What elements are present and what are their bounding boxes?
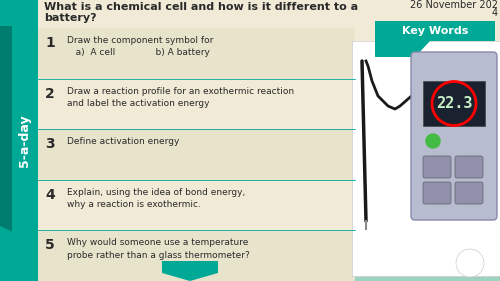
Text: Explain, using the idea of bond energy,
why a reaction is exothermic.: Explain, using the idea of bond energy, …	[67, 188, 245, 209]
Text: 22.3: 22.3	[436, 96, 472, 111]
Polygon shape	[162, 261, 218, 281]
Text: 5: 5	[45, 238, 55, 252]
Polygon shape	[355, 243, 500, 281]
Circle shape	[456, 249, 484, 277]
Text: 3: 3	[45, 137, 54, 151]
Text: 5-a-day: 5-a-day	[18, 115, 32, 167]
Bar	[375, 21, 495, 41]
Bar	[38, 28, 355, 79]
Bar	[352, 41, 500, 276]
Bar	[12, 0, 38, 281]
Text: 2: 2	[45, 87, 55, 101]
Bar	[38, 230, 355, 281]
Text: Draw a reaction profile for an exothermic reaction
and label the activation ener: Draw a reaction profile for an exothermi…	[67, 87, 294, 108]
FancyBboxPatch shape	[423, 182, 451, 204]
Bar	[0, 0, 38, 26]
Bar	[38, 0, 500, 28]
Text: 26 November 202: 26 November 202	[410, 0, 498, 10]
Text: 1: 1	[45, 36, 55, 50]
Bar	[38, 79, 355, 129]
Text: Draw the component symbol for
   a)  A cell              b) A battery: Draw the component symbol for a) A cell …	[67, 36, 214, 57]
Text: Why would someone use a temperature
probe rather than a glass thermometer?: Why would someone use a temperature prob…	[67, 238, 250, 260]
Text: battery?: battery?	[44, 13, 96, 23]
Bar	[0, 0, 12, 281]
Bar	[423, 81, 485, 126]
Text: What is a chemical cell and how is it different to a: What is a chemical cell and how is it di…	[44, 2, 358, 12]
Circle shape	[426, 134, 440, 148]
Text: 4: 4	[45, 188, 55, 202]
FancyBboxPatch shape	[455, 156, 483, 178]
Text: Define activation energy: Define activation energy	[67, 137, 180, 146]
Text: Key Words: Key Words	[402, 26, 468, 36]
FancyBboxPatch shape	[455, 182, 483, 204]
Polygon shape	[0, 226, 38, 281]
Polygon shape	[375, 41, 430, 57]
Text: 4: 4	[492, 8, 498, 18]
FancyBboxPatch shape	[411, 52, 497, 220]
Bar	[38, 129, 355, 180]
Bar	[38, 180, 355, 230]
FancyBboxPatch shape	[423, 156, 451, 178]
